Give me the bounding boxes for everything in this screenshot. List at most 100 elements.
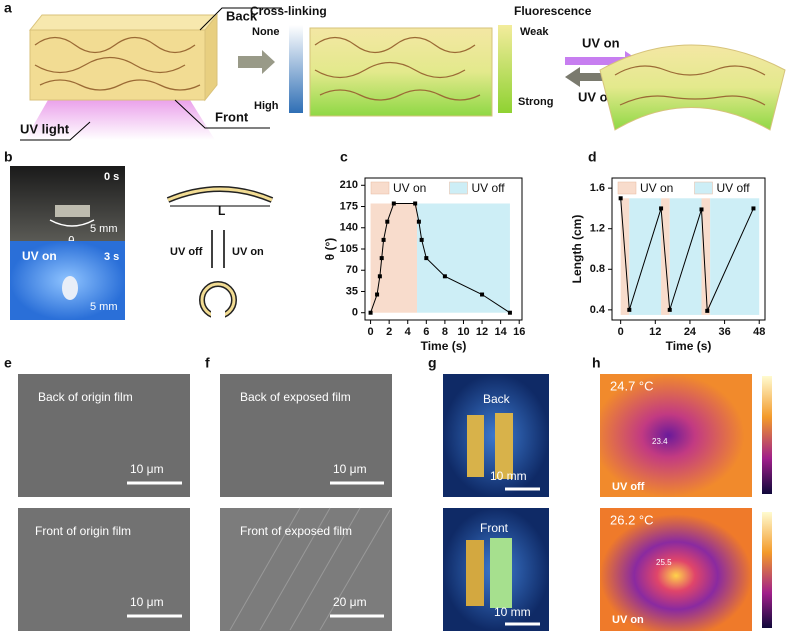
leader-line	[199, 7, 282, 31]
x-tick-label: 16	[513, 326, 525, 338]
label: UV light	[20, 121, 70, 136]
label: 5 mm	[90, 223, 118, 235]
y-tick-label: 210	[340, 179, 358, 191]
x-tick-label: 24	[684, 326, 697, 338]
film-bent	[599, 44, 786, 131]
y-tick-label: 70	[346, 264, 358, 276]
line	[370, 202, 511, 314]
panel-label: h	[592, 355, 601, 371]
scale-label: 10 μm	[333, 462, 367, 476]
label: UV off	[170, 246, 203, 258]
strip	[495, 413, 513, 479]
legend-label: UV on	[393, 181, 426, 195]
y-axis-label: Length (cm)	[570, 215, 584, 284]
point	[442, 274, 447, 279]
arrow	[565, 51, 640, 71]
plot-frame	[364, 177, 523, 321]
panel-label: b	[4, 149, 13, 165]
point	[659, 206, 664, 211]
legend-swatch	[370, 181, 390, 195]
point	[377, 274, 382, 279]
texture	[229, 507, 391, 631]
label: UV on	[22, 249, 57, 263]
y-tick-label: 0	[352, 307, 358, 319]
legend-label: UV off	[472, 181, 506, 195]
caption: Front of origin film	[35, 524, 131, 538]
panel-b: b 0 s θ 5 mm UV on 3 s 5 mm L UV off UV …	[4, 149, 274, 322]
temperature: 26.2 °C	[610, 512, 654, 527]
point	[419, 237, 424, 242]
y-tick-label: 35	[346, 285, 358, 297]
sem-image	[220, 374, 392, 497]
y-axis-label: θ (°)	[323, 238, 337, 261]
label: 0 s	[104, 171, 119, 183]
panel-h: h 24.7 °C 23.4 UV off 26.2 °C 25.5 UV on	[592, 355, 772, 631]
region	[701, 198, 711, 315]
region	[629, 198, 662, 315]
y-tick-label: 140	[340, 222, 358, 234]
legend-swatch	[617, 181, 637, 195]
y-tick-label: 0.8	[590, 263, 605, 275]
point	[705, 308, 710, 313]
film-side	[204, 13, 218, 102]
scale-label: 10 mm	[490, 469, 527, 483]
caption: Front	[480, 521, 509, 535]
x-tick-label: 10	[457, 326, 469, 338]
label: Fluorescence	[514, 4, 592, 18]
film-top	[28, 14, 219, 31]
point	[667, 307, 672, 312]
polymer-chains	[314, 36, 481, 101]
point	[391, 201, 396, 206]
label: Strong	[518, 96, 553, 108]
caption: Front of exposed film	[240, 524, 352, 538]
panel-e: e Back of origin film 10 μm Front of ori…	[4, 355, 190, 631]
panel-label: c	[340, 149, 348, 165]
legend-label: UV off	[717, 181, 751, 195]
y-tick-label: 175	[340, 200, 358, 212]
thermal-image	[600, 508, 752, 631]
sample	[62, 276, 78, 300]
point	[424, 256, 429, 261]
panel-label: a	[4, 0, 12, 16]
uv-beam	[25, 100, 215, 140]
polymer-chains	[34, 36, 201, 91]
spot-temp: 23.4	[652, 437, 668, 446]
x-tick-label: 48	[753, 326, 765, 338]
point	[375, 292, 380, 297]
x-tick-label: 0	[618, 326, 624, 338]
label: None	[252, 26, 280, 38]
label: Cross-linking	[250, 4, 327, 18]
x-tick-label: 36	[718, 326, 730, 338]
x-tick-label: 14	[495, 326, 508, 338]
state: UV on	[612, 614, 644, 626]
legend-swatch	[449, 181, 468, 195]
state: UV off	[612, 481, 645, 493]
y-tick-label: 1.2	[590, 223, 605, 235]
colorbar	[762, 376, 772, 494]
sem-image	[220, 508, 392, 631]
region	[417, 203, 510, 313]
photo	[10, 166, 125, 241]
panel-label: d	[588, 149, 597, 165]
legend-label: UV on	[640, 181, 673, 195]
panel-label: e	[4, 355, 12, 371]
point	[379, 256, 384, 261]
point	[480, 292, 485, 297]
panel-label: f	[205, 355, 210, 371]
arc-strip	[167, 187, 273, 202]
sample	[55, 205, 90, 217]
arrow	[238, 50, 275, 74]
caption: Back	[483, 392, 511, 406]
point	[368, 310, 373, 315]
x-tick-label: 12	[476, 326, 488, 338]
label: Weak	[520, 26, 549, 38]
x-axis-label: Time (s)	[666, 339, 712, 353]
caption: Back of exposed film	[240, 390, 351, 404]
sem-image	[18, 374, 190, 497]
x-axis-label: Time (s)	[421, 339, 467, 353]
region	[710, 198, 760, 315]
point	[699, 207, 704, 212]
